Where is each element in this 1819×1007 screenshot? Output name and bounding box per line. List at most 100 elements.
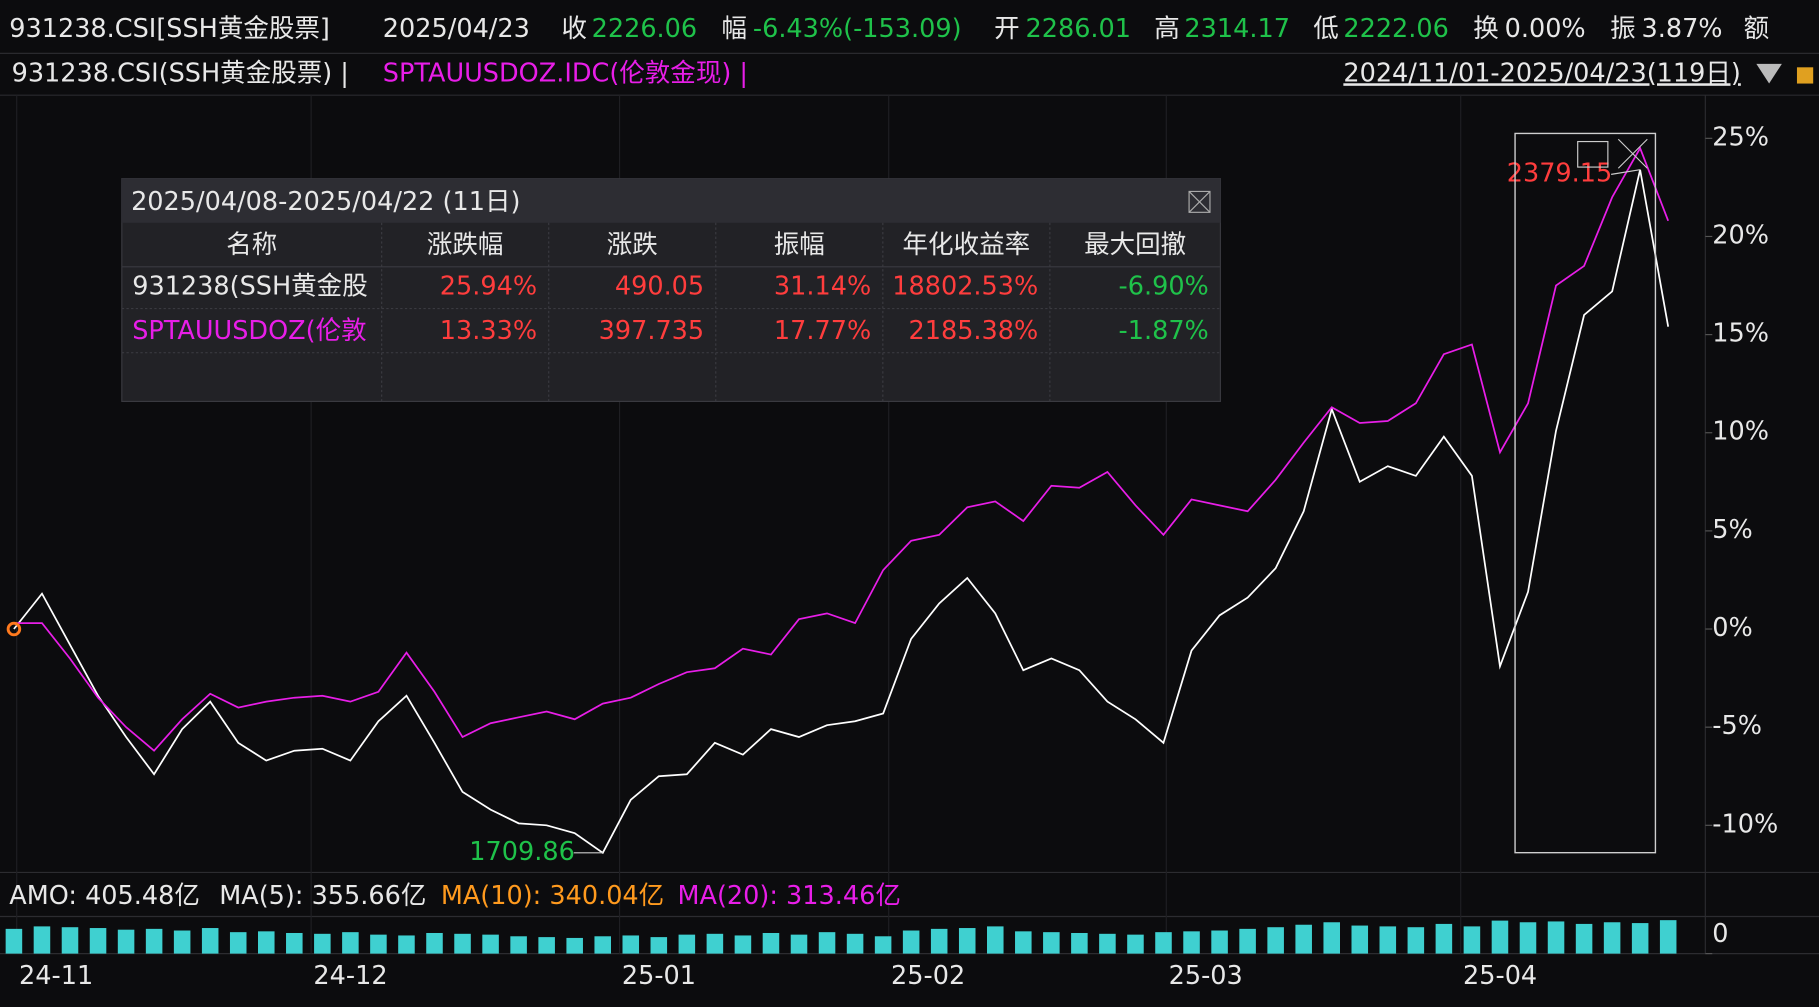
label: 开 [994,14,1020,44]
selection-box[interactable] [1514,132,1657,854]
volume-bar [201,928,219,954]
volume-bar [5,928,23,954]
header-cell: 名称 [226,230,277,260]
x-tick-label: 24-12 [313,961,387,991]
range[interactable]: 2024/11/01-2025/04/23(119日) [1343,58,1740,88]
value-cell: -6.90% [1119,272,1209,302]
compare-other: SPTAUUSDOZ.IDC(伦敦金现) | [383,58,748,88]
volume-bar [930,928,948,954]
ma5: MA(5): 355.66亿 [219,881,426,911]
code: 931238.CSI[SSH黄金股票] [9,14,330,44]
plot: 25% 20% 15% 10% 5% 0% -5% -10% 24-11 24-12 25-01 25… [5,95,1778,991]
volume-bar [678,934,696,954]
volume-bar [1603,922,1621,954]
volume-bar [117,929,135,954]
value: 2222.06 [1343,14,1449,44]
volume-tick-label: 0 [1712,919,1728,949]
volume-bar [1043,932,1060,954]
value: 3.87% [1642,14,1723,44]
label: 换 [1473,14,1499,44]
volume-bar [1407,927,1425,954]
label: 低 [1313,14,1339,44]
value-cell: 397.735 [599,316,705,346]
volume-bar [173,930,191,954]
volume-bar [734,935,752,954]
header-cell: 年化收益率 [903,230,1031,260]
volume-bar [1099,933,1116,954]
value-cell: 25.94% [440,272,537,302]
volume-bar [482,934,499,954]
volume-bar [622,935,640,954]
volume-bar [342,932,359,954]
header-cell: 振幅 [774,230,825,260]
volume-bar [874,936,892,954]
value-cell: 17.77% [774,316,871,346]
y-tick-label: 20% [1712,220,1769,250]
date: 2025/04/23 [383,14,530,44]
volume-bar [1323,922,1340,954]
x-tick-label: 24-11 [19,961,93,991]
volume-bar [1491,920,1509,954]
volume-bar [1435,923,1453,954]
value: 2314.17 [1184,14,1290,44]
volume-bar [370,934,387,954]
close-x [1188,191,1211,213]
volume-bar [790,934,808,954]
dropdown[interactable] [1756,63,1782,84]
label: 振 [1610,14,1636,44]
panel-title: 2025/04/08-2025/04/22 (11日) [131,187,520,217]
value-cell: 490.05 [615,272,704,302]
lock-icon[interactable] [1796,67,1814,84]
volume-bar [1351,925,1369,954]
label: 高 [1154,14,1180,44]
volume-bar [594,936,611,954]
volume-bar [89,928,107,954]
volume-bar [454,933,471,954]
label: 收 [561,14,587,44]
volume-bar [510,936,527,954]
volume-bar [1295,924,1312,954]
window-icon[interactable] [1577,140,1609,168]
header-cell: 涨跌幅 [427,230,504,260]
ma10: MA(10): 340.04亿 [441,881,664,911]
value-cell: 13.33% [440,316,537,346]
ma20: MA(20): 313.46亿 [677,881,900,911]
volume-bar [314,933,331,954]
volume-bar [986,926,1004,954]
y-tick-label: -10% [1712,809,1778,839]
table: 名称 涨跌幅 涨跌 振幅 年化收益率 最大回撤 931238(SSH黄金股 25.94% 490… [121,222,1221,402]
volume-bar [1127,934,1144,954]
y-tick-label: 0% [1712,613,1752,643]
header-cell: 涨跌 [607,230,658,260]
volume-bar [1379,926,1397,954]
value-cell: 18802.53% [892,272,1038,302]
annotation: 1709.86 [469,837,575,867]
value: 2286.01 [1026,14,1132,44]
volume-bar [426,932,443,954]
x-tick-label: 25-04 [1463,961,1537,991]
volume-bar [902,930,920,954]
annotation-arrow [1611,169,1641,175]
stats-panel: 2025/04/08-2025/04/22 (11日) 名称 涨跌幅 涨跌 振幅 年化收… [121,178,1221,402]
volume-bar [145,928,163,954]
y-tick-label: 15% [1712,319,1769,349]
quote-bar: 931238.CSI[SSH黄金股票] 2025/04/23 收 2226.06… [9,14,1769,44]
close-button[interactable] [1188,190,1211,213]
close-icon[interactable] [1617,138,1648,169]
value: 2226.06 [592,14,698,44]
volume-bar [1015,931,1032,954]
value-cell: 2185.38% [909,316,1039,346]
amo: AMO: 405.48亿 [9,881,200,911]
volume-bar [229,932,247,954]
volume-bar [1155,932,1172,954]
value: 0.00% [1505,14,1586,44]
volume-bar [566,937,583,954]
volume-bar [1547,921,1565,954]
volume-bar [1267,927,1284,954]
volume-bar [1659,920,1677,954]
volume-bar [1575,923,1593,954]
volume-bar [1211,930,1228,954]
volume-bar [1631,923,1649,954]
label: 幅 [722,14,748,44]
